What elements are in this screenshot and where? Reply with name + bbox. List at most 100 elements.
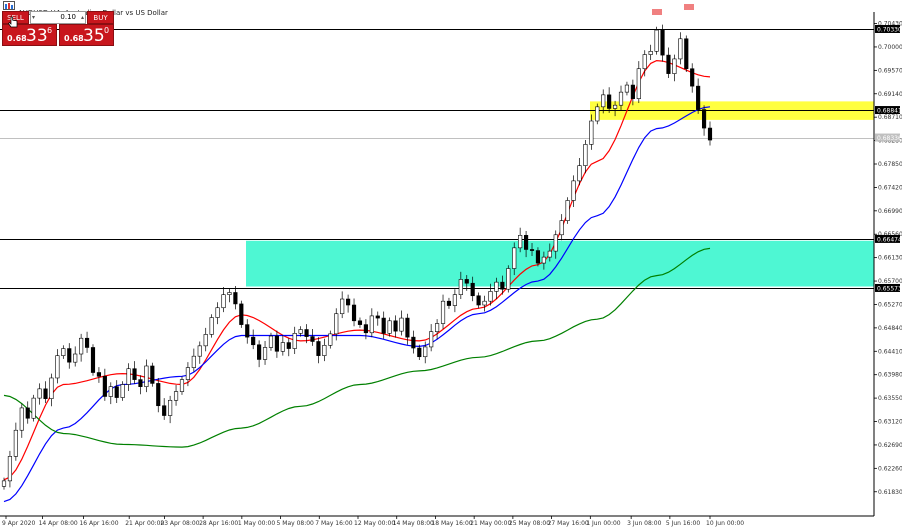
candle-body	[423, 346, 428, 358]
candle-body	[440, 300, 446, 324]
x-tick-label: 21 Apr 00:00	[125, 520, 164, 527]
signal-marker-1	[684, 4, 694, 10]
candle	[162, 398, 167, 420]
candle	[423, 341, 428, 364]
buy-button[interactable]: BUY	[87, 11, 114, 24]
candle	[678, 32, 683, 65]
candle-body	[31, 397, 36, 419]
sell-price-button[interactable]: 0.68 33 6	[2, 24, 57, 46]
candle	[429, 324, 434, 352]
candle-body	[672, 58, 677, 74]
candle-body	[660, 29, 665, 56]
candle-body	[55, 355, 60, 379]
candle	[541, 251, 546, 270]
MA-slow	[3, 247, 711, 448]
candle-body	[547, 250, 552, 258]
y-tick-label: 0.68710	[878, 114, 902, 121]
candle-body	[654, 29, 659, 52]
candle	[583, 140, 588, 174]
candle-body	[185, 367, 190, 380]
candle-body	[488, 291, 493, 302]
candle	[96, 367, 102, 383]
candle-body	[559, 220, 564, 236]
price-label-text: 0.68336	[877, 135, 902, 142]
candle	[571, 175, 576, 208]
candle	[191, 348, 196, 372]
candle	[411, 330, 416, 354]
candle-body	[67, 348, 72, 363]
candle-body	[334, 313, 339, 335]
candle	[535, 247, 541, 267]
candle	[120, 381, 125, 401]
candle	[19, 403, 24, 438]
candle	[150, 362, 155, 387]
candle-body	[375, 315, 380, 319]
candle-body	[120, 384, 125, 398]
candle	[173, 385, 179, 406]
volume-value[interactable]: 0.10	[60, 13, 76, 21]
candle	[73, 346, 78, 367]
candle	[470, 276, 475, 302]
candle	[684, 35, 689, 72]
candle	[553, 230, 558, 259]
candle-body	[696, 85, 701, 110]
x-tick-label: 10 Jun 00:00	[706, 520, 744, 527]
candle	[363, 319, 368, 340]
candle-body	[524, 235, 529, 250]
price-label-text: 0.68841	[877, 108, 902, 115]
candle-body	[387, 320, 392, 334]
x-tick-label: 1 Jun 00:00	[586, 520, 620, 527]
y-tick-label: 0.64840	[878, 325, 902, 332]
time-axis: 9 Apr 2020 14 Apr 08:00 16 Apr 16:00 21 Apr…	[2, 516, 744, 527]
candle	[577, 158, 582, 186]
candle	[245, 319, 250, 344]
buy-price-button[interactable]: 0.68 35 0	[59, 24, 114, 46]
candle-body	[84, 337, 90, 348]
y-tick-label: 0.61830	[878, 489, 902, 496]
candle	[233, 285, 238, 310]
candle	[7, 450, 13, 488]
candle	[67, 343, 72, 369]
price-label: 0.65573	[875, 283, 902, 292]
candle-body	[292, 333, 297, 349]
candle-body	[132, 368, 137, 380]
candle	[298, 326, 303, 337]
candle	[666, 47, 671, 78]
candle-body	[648, 50, 653, 55]
volume-field[interactable]: ▾ 0.10 ▴	[30, 11, 86, 24]
candle	[458, 271, 463, 300]
candle-body	[363, 324, 368, 334]
candle	[197, 341, 202, 364]
candle-body	[245, 324, 250, 338]
candle	[648, 44, 653, 61]
y-tick-label: 0.66130	[878, 255, 902, 262]
candle	[55, 349, 60, 384]
x-tick-label: 28 Apr 16:00	[199, 520, 238, 527]
candle-body	[96, 372, 102, 377]
candle-body	[1, 480, 7, 487]
sell-button[interactable]: SELL	[2, 11, 29, 24]
x-tick-label: 7 May 16:00	[315, 520, 353, 527]
candle-body	[150, 365, 155, 384]
candle-body	[411, 336, 416, 349]
x-tick-label: 5 Jun 16:00	[666, 520, 700, 527]
candle-body	[162, 405, 167, 416]
candle	[328, 330, 333, 349]
candle	[417, 344, 422, 360]
x-tick-label: 1 May 00:00	[238, 520, 276, 527]
candle	[49, 373, 54, 407]
volume-decrease-icon[interactable]: ▾	[32, 14, 36, 21]
candle-body	[126, 368, 131, 385]
price-label: 0.68336	[875, 133, 902, 142]
y-tick-label: 0.63980	[878, 372, 902, 379]
candles-layer	[1, 24, 713, 490]
candle-body	[553, 234, 558, 252]
candle	[607, 87, 612, 113]
candle	[446, 297, 452, 309]
candle	[369, 308, 374, 338]
volume-increase-icon[interactable]: ▴	[80, 14, 84, 21]
candle-body	[458, 279, 463, 295]
candle	[179, 376, 185, 395]
candle-body	[340, 298, 345, 315]
